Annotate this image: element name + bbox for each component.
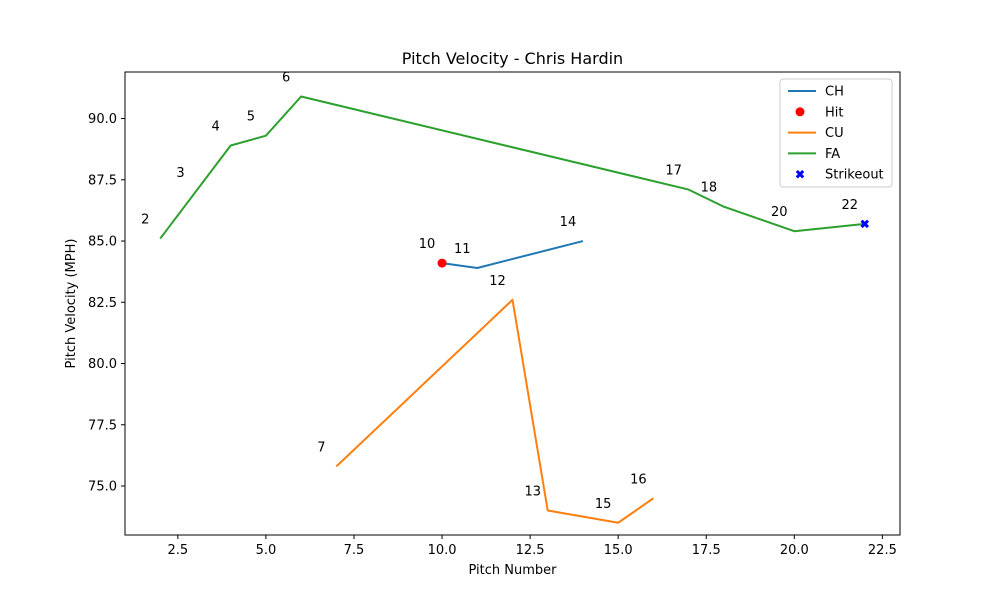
x-tick-label: 22.5 [868,543,897,558]
x-tick-label: 10.0 [428,543,457,558]
legend-swatch-strikeout [795,169,805,179]
y-tick-label: 90.0 [88,112,117,127]
pitch-number-label: 17 [665,164,682,179]
pitch-number-label: 22 [841,198,858,213]
x-tick-label: 15.0 [604,543,633,558]
series-line-cu [335,298,654,524]
pitch-number-label: 7 [317,440,325,455]
legend-swatch-hit [795,107,805,117]
pitch-number-label: 12 [489,274,506,289]
pitch-number-label: 4 [212,119,220,134]
plot-area: 2.5 5.0 7.5 10.0 12.5 15.0 17.5 20.0 22.5 75.0 77.… [88,70,901,558]
pitch-number-label: 15 [595,497,612,512]
pitch-number-label: 14 [560,215,577,230]
pitch-number-label: 13 [524,485,541,500]
x-tick-label: 17.5 [692,543,721,558]
pitch-number-label: 16 [630,472,647,487]
series-line-ch [441,240,584,269]
pitch-number-label: 10 [419,237,436,252]
pitch-number-label: 2 [141,213,149,228]
marker-strikeout-stroke-b [860,219,870,229]
y-tick-label: 82.5 [88,296,117,311]
legend-label-cu: CU [825,126,844,141]
pitch-number-label: 6 [282,70,290,85]
chart-title: Pitch Velocity - Chris Hardin [402,49,623,68]
y-tick-label: 75.0 [88,480,117,495]
y-tick-label: 77.5 [88,418,117,433]
pitch-number-label: 11 [454,242,471,257]
legend-label-hit: Hit [825,105,843,120]
series-line-fa [159,95,865,240]
pitch-number-label: 18 [701,181,718,196]
x-tick-label: 2.5 [167,543,188,558]
y-axis-label: Pitch Velocity (MPH) [64,239,79,369]
x-tick-label: 20.0 [780,543,809,558]
x-tick-label: 12.5 [516,543,545,558]
axes-frame [124,71,901,536]
x-tick-label: 5.0 [256,543,277,558]
legend-label-fa: FA [825,147,840,162]
legend-box [779,78,893,188]
marker-hit [437,258,447,268]
x-axis-label: Pitch Number [468,563,557,578]
pitch-number-label: 5 [247,110,255,125]
y-tick-label: 85.0 [88,235,117,250]
pitch-number-label: 3 [176,166,184,181]
legend-swatch-strikeout-stroke-b [795,169,805,179]
x-tick-label: 7.5 [344,543,365,558]
legend-label-ch: CH [825,85,844,100]
legend: CH Hit CU FA Strikeout [779,78,893,188]
marker-strikeout [860,219,870,229]
pitch-number-label: 20 [771,205,788,220]
y-tick-label: 80.0 [88,357,117,372]
y-tick-label: 87.5 [88,173,117,188]
legend-label-strikeout: Strikeout [825,168,884,183]
